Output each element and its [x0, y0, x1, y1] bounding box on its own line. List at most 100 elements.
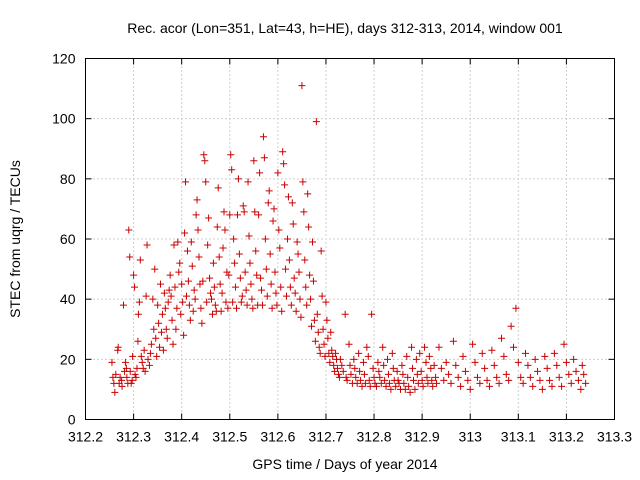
- data-point: [403, 352, 411, 360]
- data-point: [239, 202, 247, 210]
- data-point: [382, 382, 390, 390]
- data-point: [184, 277, 192, 285]
- data-point: [226, 211, 234, 219]
- data-point: [174, 238, 182, 246]
- data-point: [327, 328, 335, 336]
- data-point: [255, 211, 263, 219]
- y-tick-label: 80: [60, 171, 76, 187]
- data-point: [430, 361, 438, 369]
- data-point: [366, 382, 374, 390]
- data-point: [374, 358, 382, 366]
- data-point: [490, 361, 498, 369]
- data-point: [429, 382, 437, 390]
- data-point: [580, 370, 588, 378]
- data-point: [274, 169, 282, 177]
- data-point: [389, 364, 397, 372]
- data-point: [279, 148, 287, 156]
- data-point: [183, 247, 191, 255]
- data-point: [190, 286, 198, 294]
- data-point: [250, 157, 258, 165]
- data-point: [423, 373, 431, 381]
- data-point: [351, 364, 359, 372]
- data-point: [194, 226, 202, 234]
- data-point: [546, 376, 554, 384]
- data-point: [298, 82, 306, 90]
- data-point: [125, 226, 133, 234]
- data-point: [241, 268, 249, 276]
- data-point: [447, 379, 455, 387]
- data-point: [428, 376, 436, 384]
- data-point: [293, 238, 301, 246]
- data-points: [108, 82, 590, 396]
- data-point: [261, 235, 269, 243]
- data-point: [108, 358, 116, 366]
- data-point: [269, 217, 277, 225]
- data-point: [262, 265, 270, 273]
- data-point: [252, 247, 260, 255]
- data-point: [228, 166, 236, 174]
- data-point: [360, 370, 368, 378]
- data-point: [582, 379, 590, 387]
- data-point: [452, 361, 460, 369]
- data-point: [295, 268, 303, 276]
- data-point: [324, 334, 332, 342]
- data-point: [572, 367, 580, 375]
- data-point: [243, 301, 251, 309]
- x-tick-label: 312.9: [405, 429, 440, 445]
- data-point: [260, 154, 268, 162]
- data-point: [493, 373, 501, 381]
- data-point: [249, 304, 257, 312]
- data-point: [449, 337, 457, 345]
- data-point: [413, 370, 421, 378]
- data-point: [236, 274, 244, 282]
- data-point: [335, 373, 343, 381]
- data-point: [207, 289, 215, 297]
- data-point: [234, 175, 242, 183]
- data-point: [281, 181, 289, 189]
- data-point: [268, 304, 276, 312]
- data-point: [332, 349, 340, 357]
- data-point: [271, 268, 279, 276]
- data-point: [507, 322, 515, 330]
- data-point: [334, 370, 342, 378]
- data-point: [334, 364, 341, 372]
- data-point: [356, 367, 364, 375]
- data-point: [322, 298, 330, 306]
- data-point: [238, 292, 246, 300]
- data-point: [112, 370, 120, 378]
- data-point: [517, 373, 525, 381]
- data-point: [235, 250, 243, 258]
- data-point: [133, 364, 141, 372]
- x-tick-label: 312.2: [68, 429, 103, 445]
- data-point: [127, 379, 135, 387]
- y-tick-label: 20: [60, 351, 76, 367]
- data-point: [304, 190, 312, 198]
- data-point: [182, 178, 190, 186]
- data-point: [316, 349, 324, 357]
- data-point: [319, 325, 327, 333]
- data-point: [577, 385, 585, 393]
- data-point: [170, 241, 178, 249]
- data-point: [278, 307, 286, 315]
- data-point: [118, 376, 126, 384]
- data-point: [290, 274, 298, 282]
- data-point: [244, 178, 252, 186]
- data-point: [512, 304, 520, 312]
- data-point: [432, 373, 440, 381]
- data-point: [321, 352, 329, 360]
- data-point: [199, 277, 207, 285]
- data-point: [152, 334, 160, 342]
- data-point: [343, 376, 351, 384]
- data-point: [146, 349, 154, 357]
- data-point: [303, 301, 311, 309]
- data-point: [173, 304, 181, 312]
- data-point: [329, 352, 337, 360]
- data-point: [379, 343, 387, 351]
- y-axis-label: STEC from uqrg / TECUs: [7, 160, 23, 318]
- data-point: [211, 301, 219, 309]
- data-point: [526, 373, 534, 381]
- data-point: [114, 343, 122, 351]
- data-point: [336, 355, 344, 363]
- data-point: [405, 382, 413, 390]
- data-point: [361, 379, 369, 387]
